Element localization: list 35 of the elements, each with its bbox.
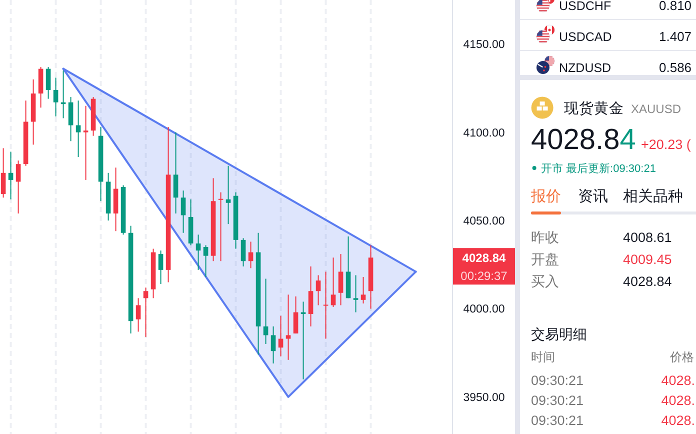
text: 买入 <box>531 273 559 289</box>
price-label: 4028.84 00:29:37 <box>453 248 515 285</box>
y-tick-label: 4100.00 <box>463 127 505 140</box>
text: 4009.45 <box>623 252 672 267</box>
text: 昨收 <box>531 229 559 245</box>
text: 4028. <box>661 373 695 388</box>
text: 价格 <box>669 350 694 364</box>
text: 时间 <box>531 350 555 364</box>
text: NZDUSD <box>559 61 612 75</box>
text: 0.586 <box>659 60 692 75</box>
text: 4028.84 <box>531 124 636 156</box>
text: XAUUSD <box>631 102 682 116</box>
text: 现货黄金 <box>564 100 624 117</box>
text: +20.23 ( <box>641 137 692 152</box>
text: 1.407 <box>659 29 692 44</box>
text: USDCHF <box>559 0 612 13</box>
text: 4028. <box>661 393 695 408</box>
y-tick-label: 4150.00 <box>463 39 505 52</box>
text: 09:30:21 <box>531 393 584 408</box>
text: USDCAD <box>559 30 612 44</box>
text: 4008.61 <box>623 230 672 245</box>
text: 4028. <box>661 413 695 428</box>
text: 0.810 <box>659 0 692 13</box>
text: 相关品种 <box>623 188 683 205</box>
text: 交易明细 <box>531 326 587 342</box>
y-tick-label: 4000.00 <box>463 304 505 316</box>
text: 4028.84 <box>623 274 672 289</box>
text: 开市 最后更新:09:30:21 <box>541 162 656 175</box>
y-tick-label: 4050.00 <box>463 216 505 228</box>
text: 开盘 <box>531 251 559 267</box>
text: 报价 <box>530 188 561 205</box>
text: 09:30:21 <box>531 413 584 428</box>
text: 资讯 <box>578 188 608 205</box>
y-tick-label: 3950.00 <box>463 392 505 404</box>
text: 09:30:21 <box>531 373 584 388</box>
